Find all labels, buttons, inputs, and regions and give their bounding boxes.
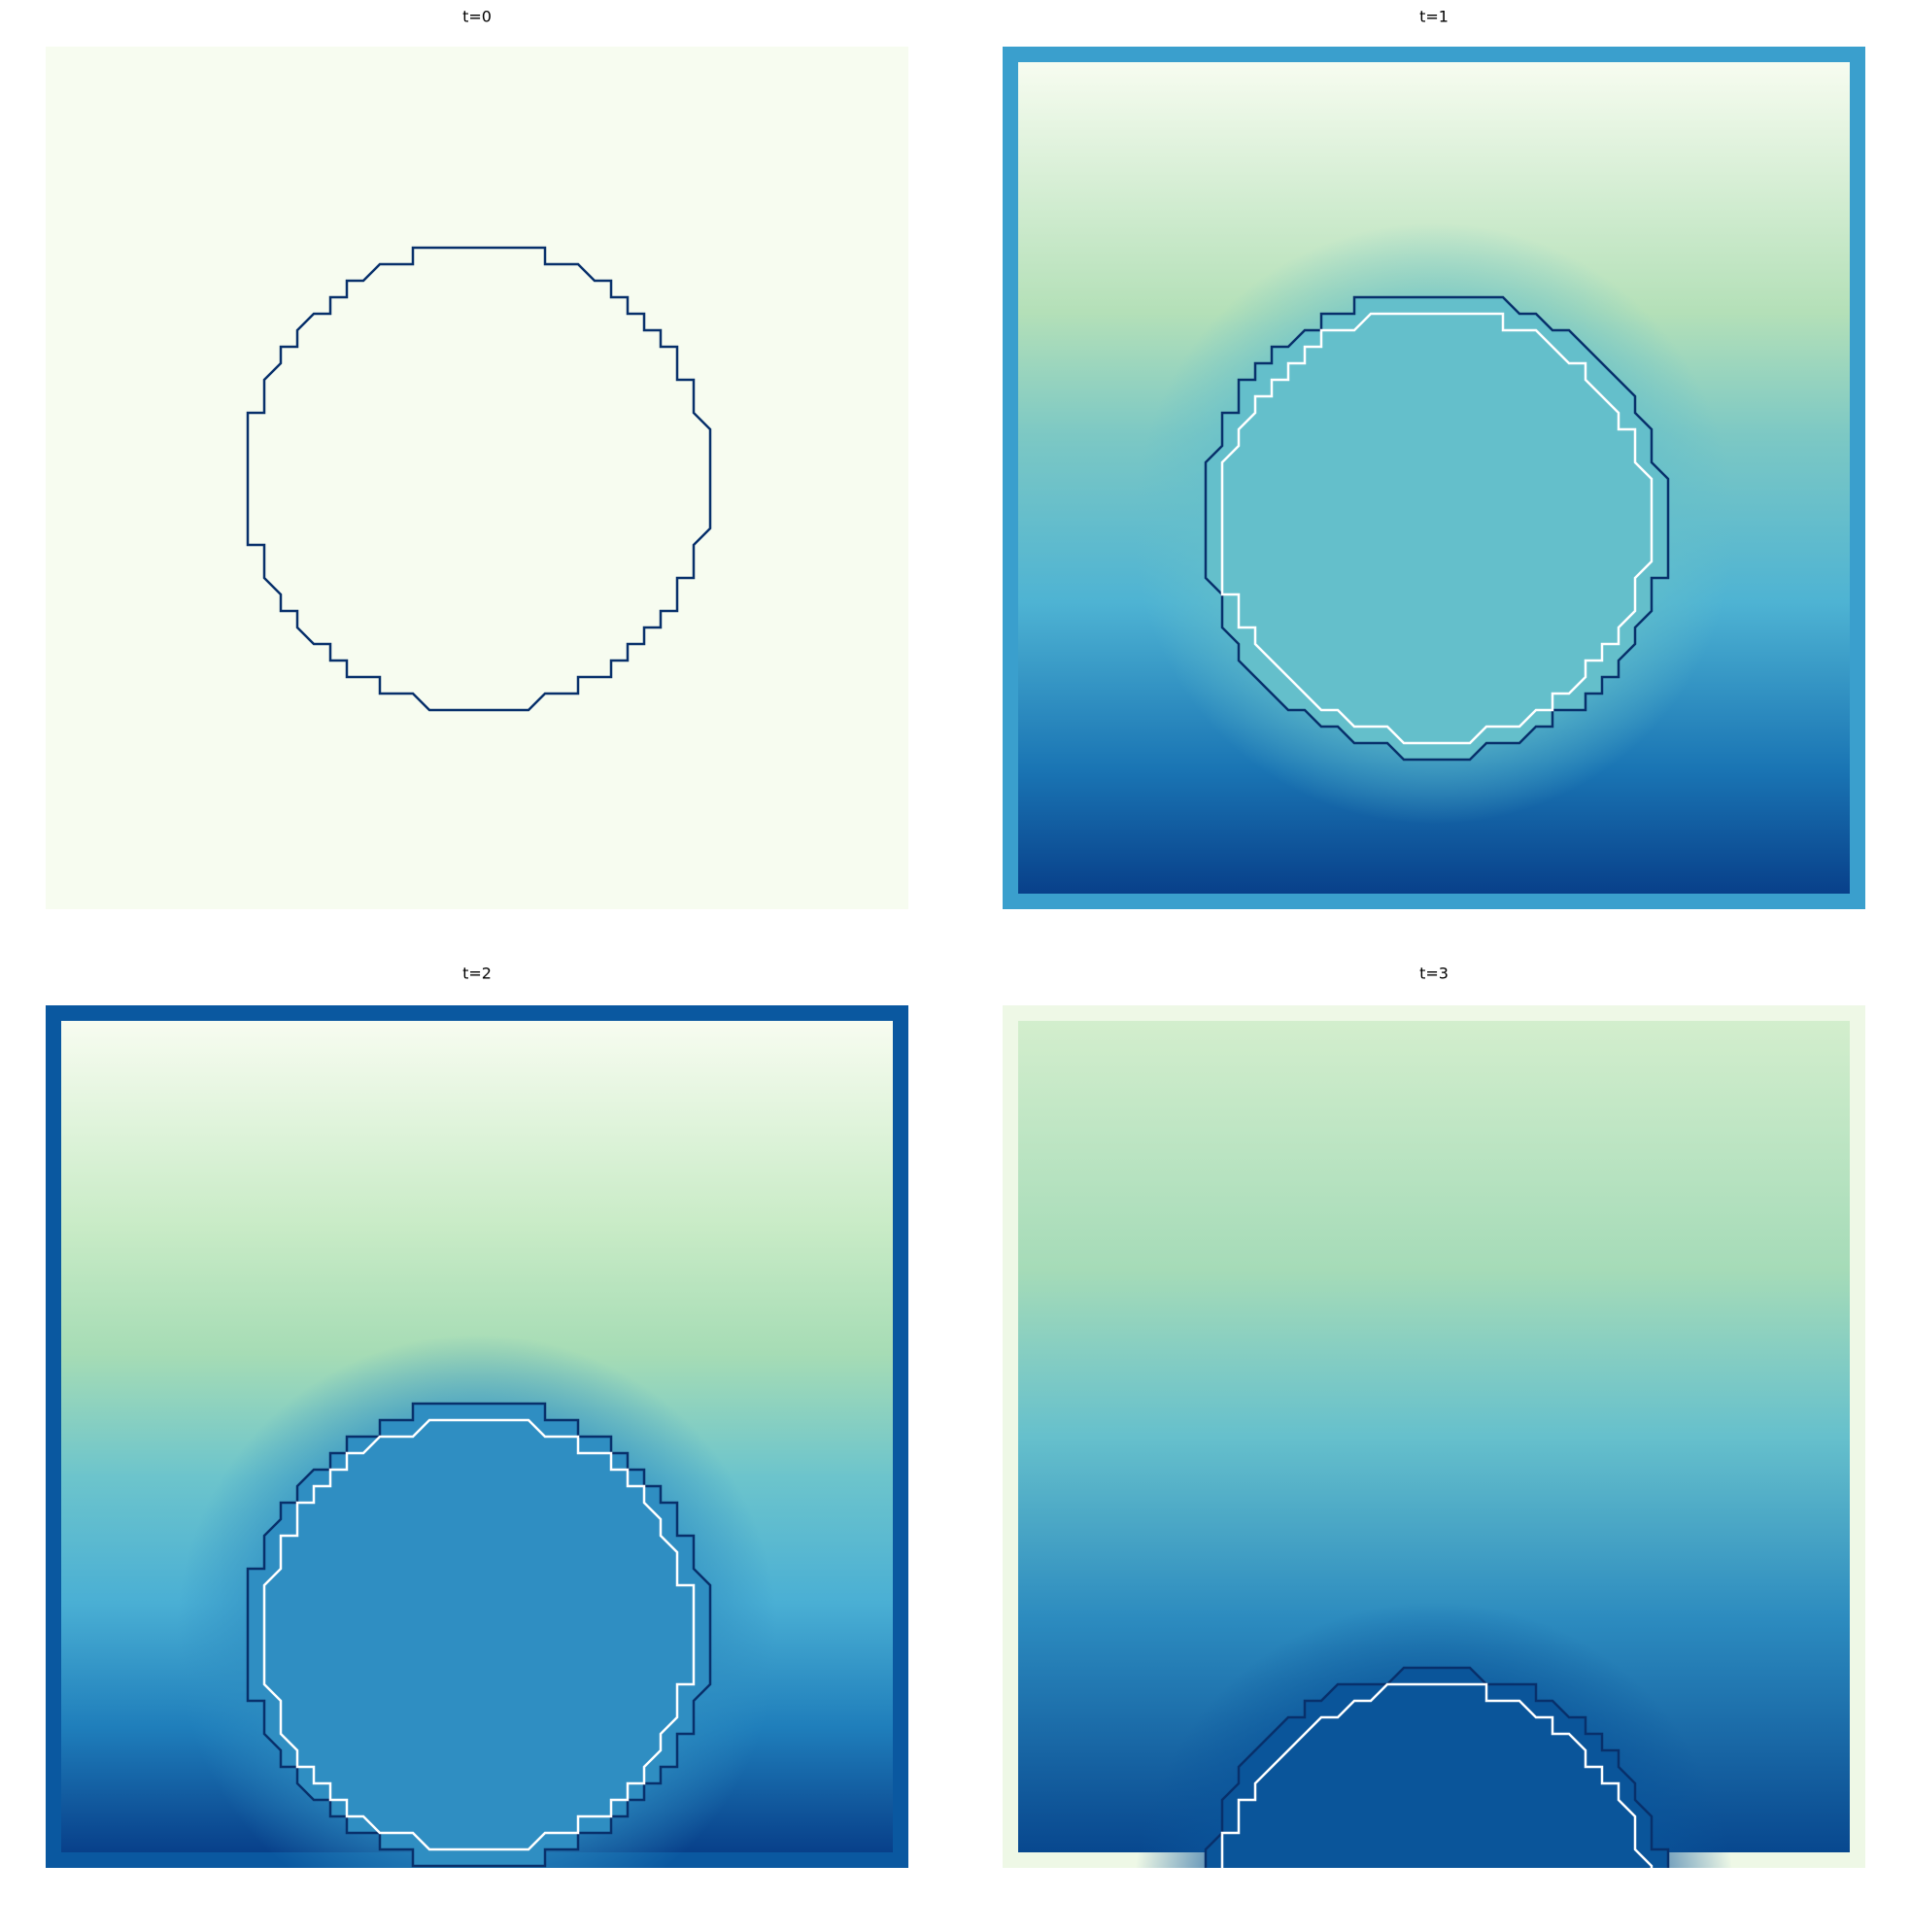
contour-inner: [1220, 1682, 1654, 1868]
panel: t=2: [46, 965, 908, 1868]
panel: t=3: [1003, 965, 1865, 1868]
blob-fill: [1206, 297, 1668, 760]
contour-outer: [1204, 295, 1670, 762]
panel-title: t=2: [462, 965, 492, 983]
blob-layer: [246, 246, 712, 712]
contour-outer: [1204, 1666, 1670, 1868]
panel: t=1: [1003, 8, 1865, 909]
blob-layer: [1135, 1602, 1733, 1868]
contour-outer: [246, 246, 712, 712]
contour-outer: [246, 1402, 712, 1868]
blob-layer: [1133, 222, 1735, 825]
blob-layer: [176, 1334, 778, 1868]
blob-fill: [248, 1404, 710, 1866]
contour-inner: [1220, 312, 1654, 745]
blob-fill: [248, 248, 710, 710]
panel: t=0: [46, 8, 908, 909]
contour-inner: [262, 1418, 696, 1851]
panel-title: t=1: [1419, 8, 1449, 26]
panel-title: t=0: [462, 8, 492, 26]
panel-title: t=3: [1419, 965, 1449, 983]
